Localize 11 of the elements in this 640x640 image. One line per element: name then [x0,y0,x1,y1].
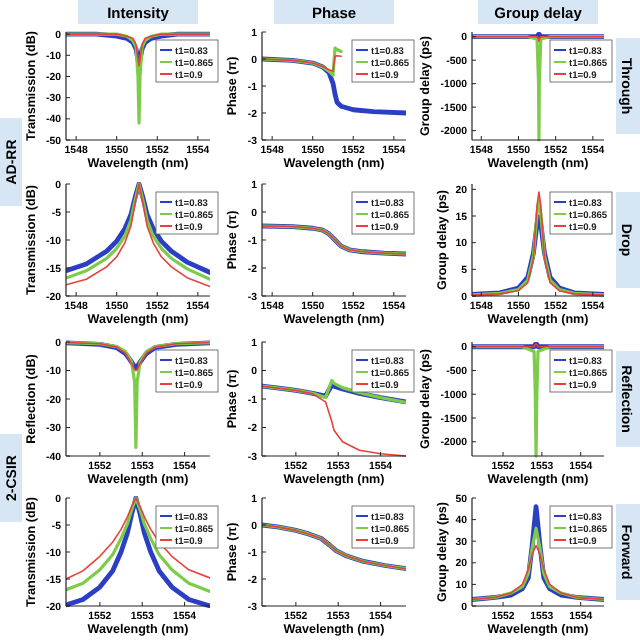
line-series [66,340,210,450]
line-series [262,54,342,72]
line-series [262,46,343,77]
line-series [472,35,604,142]
line-series [66,497,210,580]
line-series [262,56,406,116]
line-series [66,32,210,125]
line-series [472,504,604,602]
line-series [472,345,604,458]
line-series [472,526,604,602]
line-series [472,544,604,601]
